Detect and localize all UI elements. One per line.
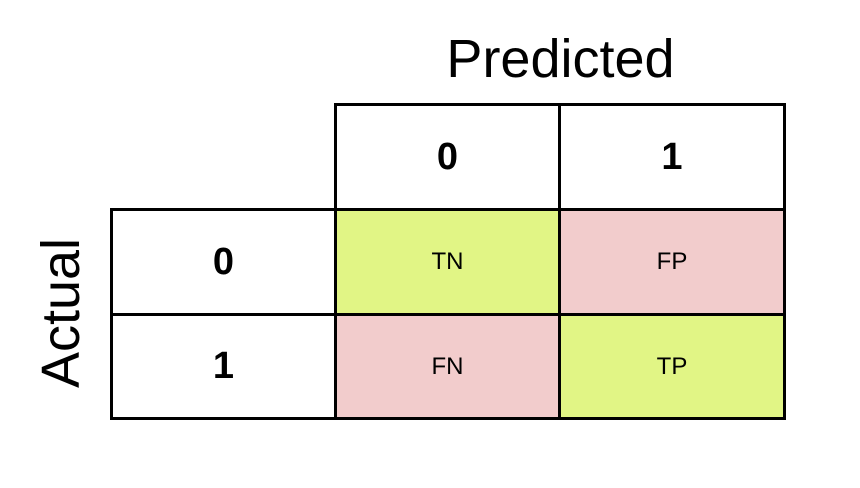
actual-axis-title: Actual xyxy=(31,237,91,389)
predicted-header-0: 0 xyxy=(334,103,561,211)
actual-header-1: 1 xyxy=(110,313,337,420)
predicted-header-1: 1 xyxy=(558,103,786,211)
cell-false-positive: FP xyxy=(558,208,786,316)
actual-header-0: 0 xyxy=(110,208,337,316)
predicted-axis-title: Predicted xyxy=(446,29,675,89)
cell-true-negative: TN xyxy=(334,208,561,316)
cell-false-negative: FN xyxy=(334,313,561,420)
cell-true-positive: TP xyxy=(558,313,786,420)
